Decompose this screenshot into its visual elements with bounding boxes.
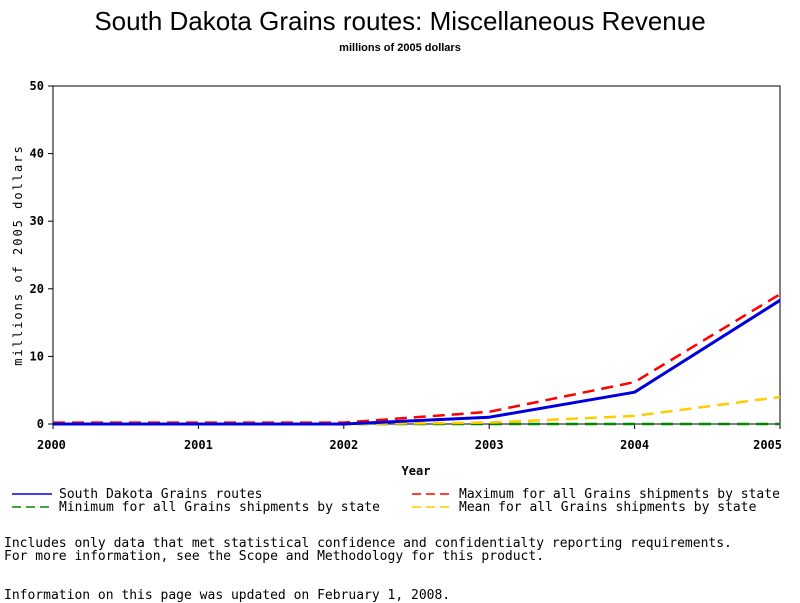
x-tick-label: 2003 <box>475 438 504 452</box>
x-tick-label: 2002 <box>329 438 358 452</box>
y-tick-label: 10 <box>30 349 44 363</box>
y-tick-label: 0 <box>37 417 44 431</box>
note-updated: Information on this page was updated on … <box>4 588 451 603</box>
x-tick-label: 2001 <box>184 438 213 452</box>
plot-frame <box>52 85 781 425</box>
series-lines <box>53 293 781 426</box>
y-axis-ticks: 0 10 20 30 40 50 <box>30 79 53 431</box>
chart-subtitle: millions of 2005 dollars <box>339 42 461 54</box>
y-tick-label: 20 <box>30 282 44 296</box>
y-tick-label: 50 <box>30 79 44 93</box>
x-tick-label: 2004 <box>620 438 649 452</box>
legend-label: Mean for all Grains shipments by state <box>459 500 757 515</box>
x-axis-label: Year <box>402 464 431 478</box>
legend-label: Minimum for all Grains shipments by stat… <box>59 500 380 515</box>
y-tick-label: 40 <box>30 147 44 161</box>
series-line-0 <box>53 299 781 426</box>
x-tick-label: 2000 <box>37 438 66 452</box>
chart-title: South Dakota Grains routes: Miscellaneou… <box>94 6 706 36</box>
note-confidence: Includes only data that met statistical … <box>4 536 732 551</box>
legend-label: South Dakota Grains routes <box>59 487 263 502</box>
y-axis-label: millions of 2005 dollars <box>11 144 25 365</box>
note-methodology: For more information, see the Scope and … <box>4 549 545 564</box>
x-tick-label: 2005 <box>753 438 782 452</box>
series-line-1 <box>53 293 781 424</box>
legend: South Dakota Grains routes Maximum for al… <box>12 487 780 515</box>
x-axis-ticks: 2000 2001 2002 2003 2004 2005 <box>37 424 782 452</box>
legend-label: Maximum for all Grains shipments by stat… <box>459 487 780 502</box>
y-tick-label: 30 <box>30 214 44 228</box>
